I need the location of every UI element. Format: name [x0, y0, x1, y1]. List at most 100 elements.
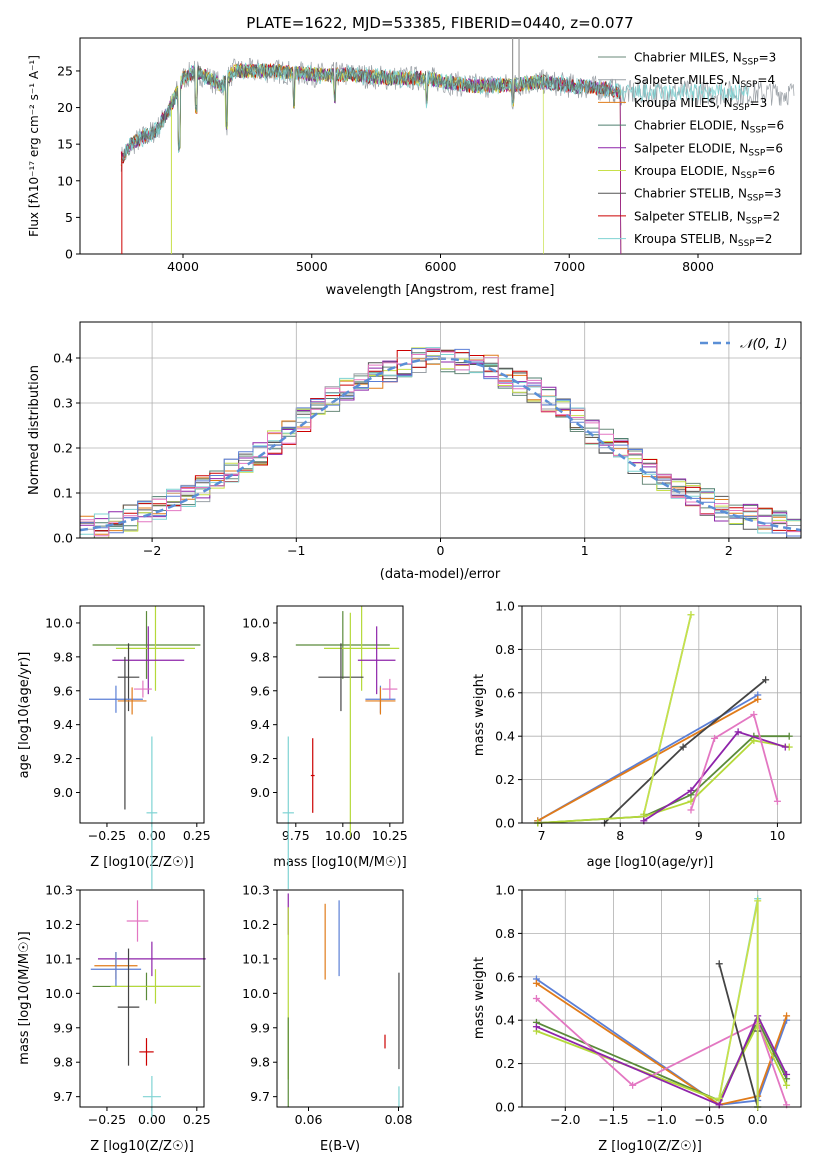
legend-label-sub: SSP	[741, 171, 758, 181]
legend-label: Salpeter STELIB, NSSP=2	[634, 209, 780, 226]
y-tick-label: 9.4	[250, 717, 270, 732]
mass-vs-Z-ylabel: mass [log10(M/M☉)]	[17, 931, 32, 1064]
x-tick-label: 0.08	[385, 1112, 413, 1127]
x-tick-label: 5000	[296, 259, 328, 274]
age-vs-Z-xlabel: Z [log10(Z/Z☉)]	[90, 855, 194, 870]
legend-label-value: =6	[757, 164, 775, 178]
y-tick-label: 10.1	[242, 951, 270, 966]
x-tick-label: 1	[581, 543, 589, 558]
x-tick-label: −0.25	[88, 1112, 126, 1127]
age-vs-Z-panel: Z [log10(Z/Z☉)] age [log10(age/yr)] −0.2…	[17, 605, 211, 890]
legend-label-value: =6	[765, 141, 783, 155]
x-tick-label: 7000	[553, 259, 585, 274]
spectrum-line-chabrier-elodie	[120, 63, 622, 255]
weight-line	[535, 978, 788, 1106]
residuals-xlabel: (data-model)/error	[380, 567, 501, 582]
x-tick-label: 10.25	[372, 828, 408, 843]
y-tick-label: 9.0	[250, 785, 270, 800]
legend-label: Chabrier STELIB, NSSP=3	[634, 187, 782, 204]
weight-vs-Z-ylabel: mass weight	[472, 957, 487, 1039]
y-tick-label: 10.1	[45, 951, 73, 966]
spectrum-line-salpeter-stelib	[120, 62, 622, 255]
legend-label-sub: SSP	[747, 194, 764, 204]
x-tick-label: 0.25	[183, 828, 211, 843]
y-tick-label: 9.9	[250, 1020, 270, 1035]
mass-vs-Z-panel: Z [log10(Z/Z☉)] mass [log10(M/M☉)] −0.25…	[17, 883, 211, 1155]
y-tick-label: 10.3	[242, 883, 270, 898]
weight-vs-age-panel: age [log10(age/yr)] mass weight 7 8 9 10 0.0…	[472, 599, 802, 870]
axes-frame	[79, 889, 205, 1108]
residuals-panel: −2 −1 0 1 2 0.0 0.1 0.2 0.3 0.4 𝒩(0, 1) (data-mod…	[27, 321, 802, 582]
legend-label-value: =3	[764, 187, 782, 201]
weight-line	[690, 713, 779, 811]
legend-label-value: =2	[755, 232, 773, 246]
x-tick-label: 0.06	[295, 1112, 323, 1127]
age-vs-Z-ylabel: age [log10(age/yr)]	[17, 652, 32, 779]
weight-line	[535, 997, 788, 1106]
x-tick-label: 0.0	[748, 1112, 768, 1127]
y-tick-label: 0.4	[53, 351, 73, 366]
y-tick-label: 9.8	[53, 649, 73, 664]
figure-title: PLATE=1622, MJD=53385, FIBERID=0440, z=0…	[246, 14, 633, 32]
y-tick-label: 10.2	[242, 917, 270, 932]
y-tick-label: 9.2	[53, 751, 73, 766]
legend-label-value: =6	[766, 119, 784, 133]
weight-line	[537, 739, 790, 824]
weight-vs-Z-panel: Z [log10(Z/Z☉)] mass weight −2.0 −1.5 −1.0…	[472, 883, 802, 1154]
x-tick-label: 2	[725, 543, 733, 558]
legend-label-sub: SSP	[742, 58, 759, 68]
spectrum-line-chabrier-miles	[121, 64, 621, 162]
y-tick-label: 0.1	[53, 486, 73, 501]
y-tick-label: 9.0	[53, 785, 73, 800]
y-tick-label: 10.3	[45, 883, 73, 898]
legend-label-sub: SSP	[750, 126, 767, 136]
spectrum-legend: Chabrier MILES, NSSP=3 Salpeter MILES, NS…	[598, 51, 784, 249]
x-tick-label: −1.5	[598, 1112, 628, 1127]
y-tick-label: 9.4	[53, 717, 73, 732]
weight-line	[537, 698, 759, 822]
axes-frame	[79, 605, 205, 824]
y-tick-label: 0.3	[53, 396, 73, 411]
y-tick-label: 9.7	[250, 1089, 270, 1104]
x-tick-label: 9	[695, 828, 703, 843]
legend-label-value: =3	[759, 51, 777, 65]
y-tick-label: 0	[65, 247, 73, 262]
legend-label-sub: SSP	[733, 103, 750, 113]
x-tick-label: 8000	[682, 259, 714, 274]
y-tick-label: 5	[65, 210, 73, 225]
x-tick-label: −1.0	[646, 1112, 676, 1127]
x-tick-label: 10	[769, 828, 785, 843]
y-tick-label: 0.8	[495, 642, 515, 657]
y-tick-label: 10.0	[242, 986, 270, 1001]
y-tick-label: 15	[57, 137, 73, 152]
y-tick-label: 0.0	[53, 531, 73, 546]
residuals-legend: 𝒩(0, 1)	[700, 337, 787, 352]
weight-line	[536, 1013, 788, 1106]
y-tick-label: 10.0	[45, 615, 73, 630]
y-tick-label: 9.8	[53, 1055, 73, 1070]
mass-vs-ebv-xlabel: E(B-V)	[320, 1139, 360, 1154]
axes-frame	[276, 889, 404, 1108]
y-tick-label: 0.2	[495, 1056, 515, 1071]
x-tick-label: −2.0	[550, 1112, 580, 1127]
y-tick-label: 0.8	[495, 926, 515, 941]
legend-normal-label: 𝒩(0, 1)	[740, 337, 787, 352]
spectrum-line-kroupa-miles	[120, 62, 622, 255]
legend-label: Salpeter ELODIE, NSSP=6	[634, 141, 783, 158]
legend-label-sub: SSP	[738, 239, 755, 249]
y-tick-label: 10	[57, 173, 73, 188]
legend-label: Kroupa STELIB, NSSP=2	[634, 232, 772, 249]
x-tick-label: 8	[616, 828, 624, 843]
legend-label-sub: SSP	[741, 80, 758, 90]
y-tick-label: 10.2	[45, 917, 73, 932]
legend-label-value: =3	[750, 96, 768, 110]
x-tick-label: −2	[143, 543, 161, 558]
y-tick-label: 10.0	[45, 986, 73, 1001]
weight-line	[642, 614, 692, 815]
mass-vs-ebv-panel: E(B-V) 0.06 0.08 9.7 9.8 9.9 10.0 10.1 10.2 10.3	[242, 883, 412, 1155]
y-tick-label: 9.8	[250, 1055, 270, 1070]
y-tick-label: 0.2	[495, 772, 515, 787]
legend-label-sub: SSP	[748, 148, 765, 158]
x-tick-label: 6000	[425, 259, 457, 274]
